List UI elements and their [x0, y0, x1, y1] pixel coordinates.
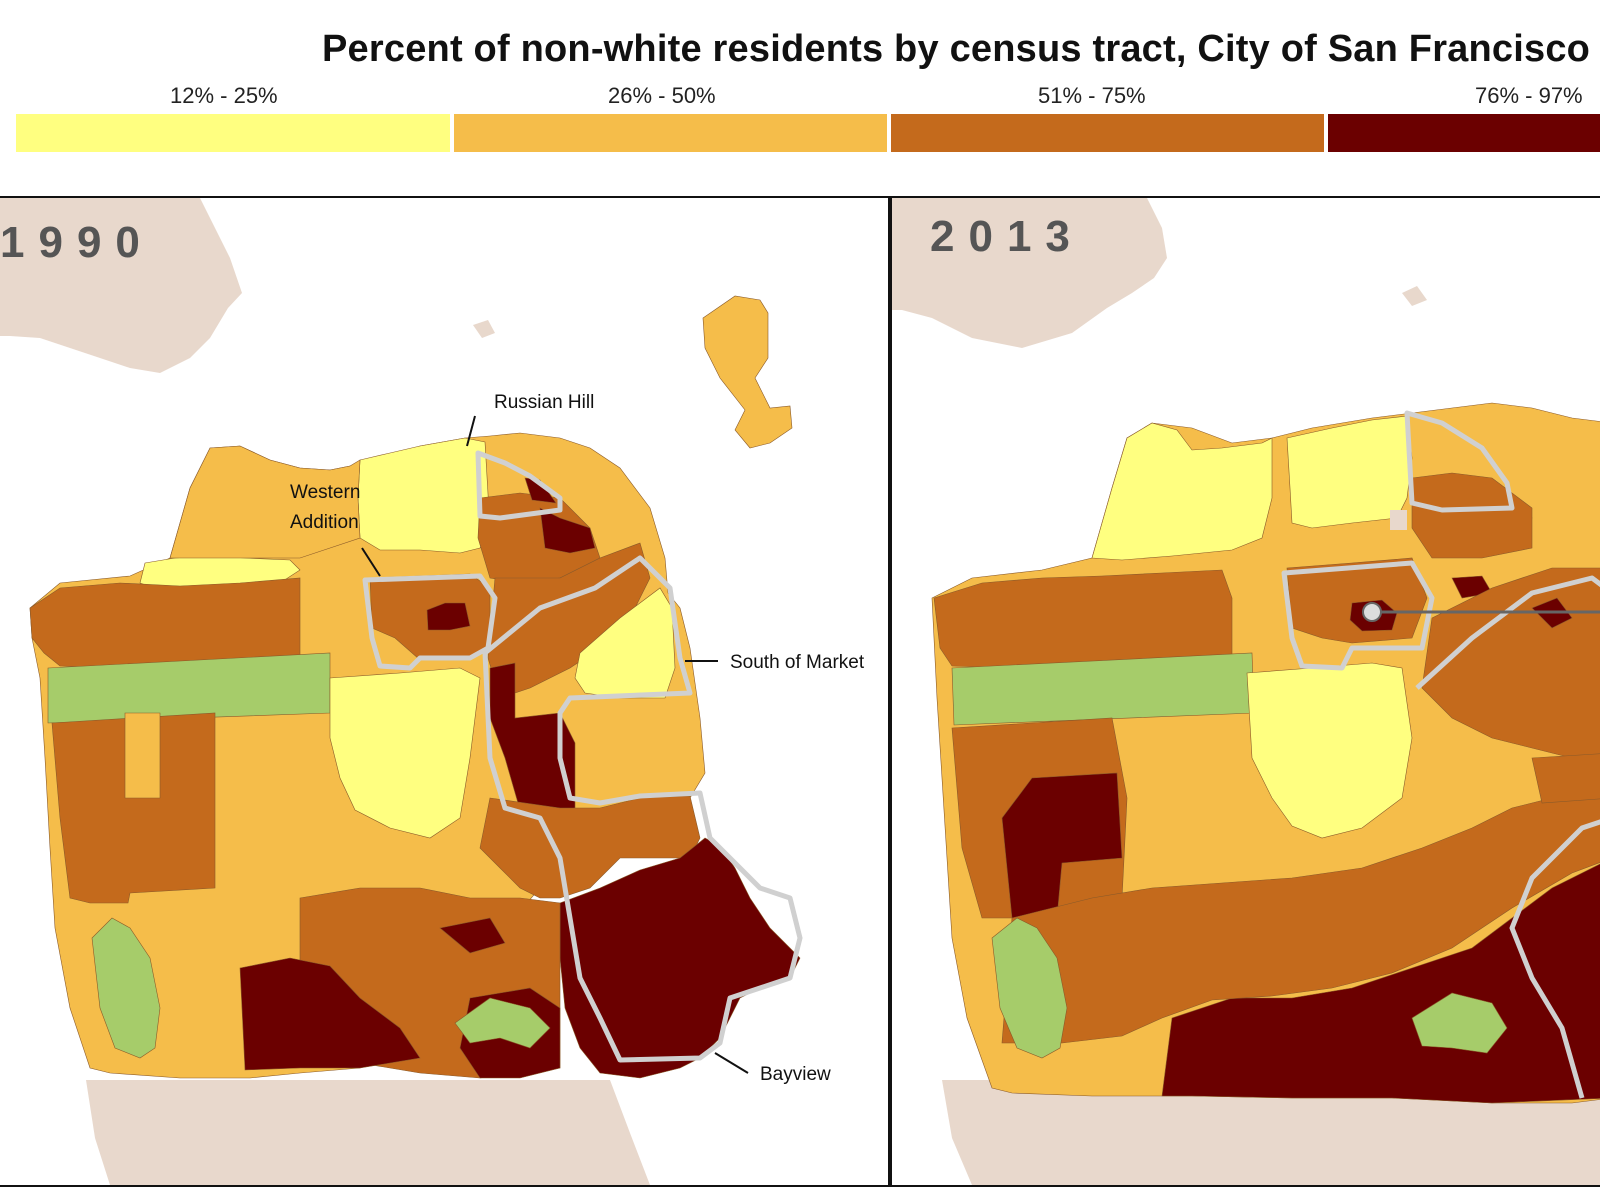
oceanview-dark [239, 957, 421, 1071]
mclaren-park [1411, 992, 1508, 1054]
sunset-lighter [124, 712, 161, 799]
district-outline-north-beach [475, 450, 563, 521]
presidio [169, 445, 361, 559]
map-panel-1990: 1990 Russian Hill Western Addition South… [0, 196, 890, 1187]
sunset-mid [51, 712, 216, 904]
district-outline-north-beach [1404, 410, 1515, 513]
presidio-light [1091, 422, 1273, 561]
island-small [1402, 286, 1427, 306]
year-label-1990: 1990 [0, 218, 154, 267]
district-outline-western-addition [1281, 560, 1435, 671]
legend-swatch-4 [1328, 114, 1600, 152]
lake-merced-park [91, 917, 161, 1059]
western-addition-leader [361, 547, 381, 577]
map-title: Percent of non-white residents by census… [322, 28, 1591, 70]
map-1990-svg [0, 198, 803, 1185]
marin-landmass [892, 198, 1167, 348]
callout-russian-hill: Russian Hill [494, 392, 595, 413]
district-outline-western-addition [362, 573, 498, 671]
district-outline-mission [1415, 575, 1600, 1099]
excelsior-dark [439, 917, 506, 954]
south-landmass [942, 1080, 1600, 1185]
legend-label-1: 12% - 25% [170, 83, 278, 108]
russian-hill-leader [466, 415, 476, 447]
tract-north-light [357, 437, 491, 554]
island-small [473, 320, 495, 338]
tract-haight-light [1246, 662, 1413, 839]
legend-label-4: 76% - 97% [1475, 83, 1583, 108]
map-panel-2013: 2013 [890, 196, 1600, 1187]
western-addition-dark [426, 602, 471, 631]
callout-western-addition-line2: Addition [290, 512, 359, 533]
mclaren-park [454, 997, 551, 1049]
legend-swatch-3 [891, 114, 1324, 152]
lake-merced-park [991, 917, 1068, 1059]
mid-band-south [1001, 781, 1600, 1044]
soma-light [574, 587, 676, 699]
south-landmass [86, 1080, 650, 1185]
callout-bayview: Bayview [760, 1064, 831, 1085]
callout-south-of-market: South of Market [730, 652, 865, 673]
legend-swatch-1 [16, 114, 450, 152]
marin-landmass [0, 198, 242, 373]
legend-label-2: 26% - 50% [608, 83, 716, 108]
richmond-mid [933, 569, 1233, 669]
bernal-mid [479, 795, 701, 899]
year-label-2013: 2013 [930, 212, 1084, 261]
callout-western-addition-line1: Western [290, 482, 361, 503]
tract-beige [1390, 510, 1407, 530]
north-beach-mid [1411, 472, 1533, 559]
richmond-mid [29, 577, 301, 669]
chinatown-dark [539, 507, 596, 554]
sunset-dark [1001, 772, 1123, 919]
bayview-leader [714, 1052, 749, 1074]
map-2013-svg [892, 198, 1600, 1185]
visitacion-mid [1531, 753, 1600, 804]
tract-haight-light [329, 667, 481, 839]
pointer-marker [1362, 602, 1382, 622]
treasure-island [702, 295, 793, 449]
district-outline-mission [482, 555, 803, 1063]
legend-swatch-2 [454, 114, 887, 152]
legend-label-3: 51% - 75% [1038, 83, 1146, 108]
tract-north-light [1286, 415, 1413, 529]
